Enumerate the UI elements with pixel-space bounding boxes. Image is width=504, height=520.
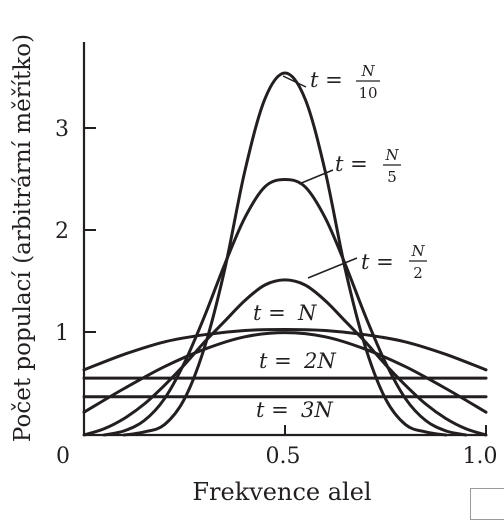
series-label-n2-prefix: t = xyxy=(361,250,394,274)
y-tick-label-2: 2 xyxy=(55,219,69,244)
series-label-n5-numerator: N xyxy=(384,146,399,164)
y-tick-label-3: 3 xyxy=(55,117,69,142)
series-label-n10-denominator: 10 xyxy=(358,84,377,102)
series-label-n2: t = N 2 xyxy=(361,242,427,282)
series-label-2n-prefix: t = xyxy=(259,349,292,373)
curve-t-n10 xyxy=(122,71,448,437)
curve-t-n5 xyxy=(102,178,468,437)
x-tick-label-10: 1.0 xyxy=(463,444,498,469)
corner-frame xyxy=(470,488,504,520)
series-label-n: t = N xyxy=(253,301,317,325)
x-tick-label-0: 0 xyxy=(56,444,70,469)
series-label-3n-value: 3N xyxy=(301,398,333,422)
series-label-n2-denominator: 2 xyxy=(413,264,423,282)
series-label-2n-value: 2N xyxy=(303,349,336,373)
series-layer xyxy=(82,71,488,437)
y-axis-title: Počet populací (arbitrární měřítko) xyxy=(10,34,36,442)
x-tick-label-05: 0.5 xyxy=(266,444,301,469)
series-label-n10-numerator: N xyxy=(360,62,375,80)
leader-line-n10 xyxy=(282,75,307,88)
series-label-n5-prefix: t = xyxy=(335,152,368,176)
curve-t-n2 xyxy=(82,278,488,437)
curve-t-n xyxy=(82,331,488,414)
series-label-3n: t = 3N xyxy=(256,398,333,422)
curve-broad-unlabeled xyxy=(82,328,488,372)
leader-line-n2 xyxy=(307,257,358,279)
series-label-n2-numerator: N xyxy=(410,242,425,260)
y-tick-label-1: 1 xyxy=(55,321,69,346)
leader-line-n5 xyxy=(298,169,334,185)
series-label-n5-denominator: 5 xyxy=(387,168,397,186)
series-label-n10-prefix: t = xyxy=(310,68,343,92)
series-label-3n-prefix: t = xyxy=(256,398,289,422)
series-label-n5: t = N 5 xyxy=(335,146,401,186)
x-axis-title: Frekvence alel xyxy=(192,478,371,506)
series-label-2n: t = 2N xyxy=(259,349,336,373)
allele-frequency-chart: 0 0.5 1.0 1 2 3 Frekvence alel Počet pop… xyxy=(10,34,498,506)
series-label-n-value: N xyxy=(297,301,317,325)
series-label-n10: t = N 10 xyxy=(310,62,380,102)
series-label-n-prefix: t = xyxy=(253,301,286,325)
